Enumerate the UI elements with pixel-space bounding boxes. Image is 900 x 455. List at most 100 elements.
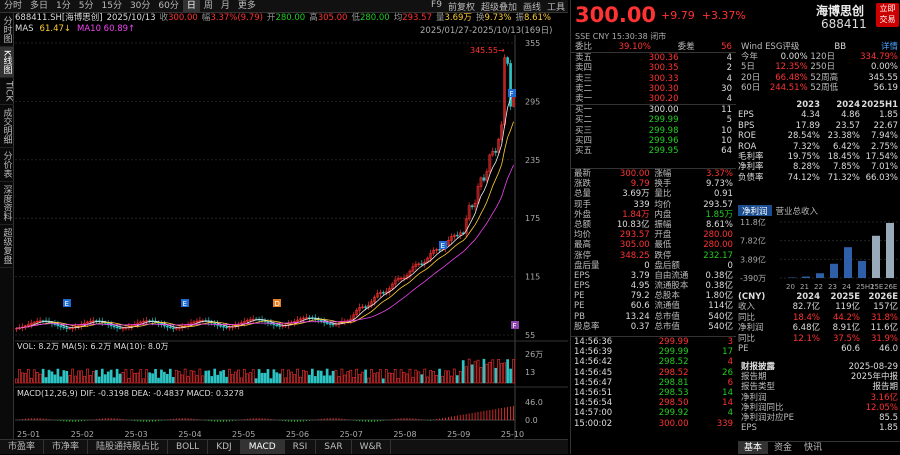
- side-tab-5[interactable]: 深度资料: [0, 182, 14, 225]
- period-tab-7[interactable]: 日: [183, 0, 200, 13]
- indicator-tab-3[interactable]: BOLL: [168, 440, 208, 454]
- toolbar-tool-2[interactable]: 超级叠加: [478, 0, 520, 13]
- stat-value: 293.57: [691, 200, 733, 210]
- return-cell: 52周高: [810, 73, 850, 83]
- candle-body: [279, 326, 281, 327]
- side-tab-1[interactable]: K线图: [0, 47, 14, 78]
- esg-detail-link[interactable]: 详情: [881, 42, 898, 52]
- indicator-tab-5[interactable]: MACD: [241, 440, 285, 454]
- volume-bar: [199, 369, 201, 383]
- period-tab-5[interactable]: 30分: [126, 0, 154, 13]
- forecast-cell: 44.2%: [820, 313, 860, 323]
- period-tab-6[interactable]: 60分: [154, 0, 182, 13]
- toolbar-tool-1[interactable]: 前复权: [445, 0, 478, 13]
- right-footer-tab-1[interactable]: 资金: [768, 442, 798, 454]
- tick-price: 298.50: [634, 398, 689, 408]
- forecast-cell: 31.9%: [860, 334, 898, 344]
- toolbar-tool-3[interactable]: 画线: [520, 0, 544, 13]
- side-tab-4[interactable]: 分价表: [0, 148, 14, 182]
- side-tab-2[interactable]: TICK: [0, 78, 14, 105]
- volume-bar: [27, 369, 29, 383]
- profit-x-tick: 25E: [870, 283, 883, 291]
- period-tab-2[interactable]: 1分: [52, 0, 75, 13]
- volume-bar: [427, 377, 429, 383]
- volume-bar: [453, 369, 455, 383]
- macd-tick: 46.0: [525, 398, 543, 407]
- event-marker-label: F: [513, 322, 517, 330]
- side-tab-3[interactable]: 成交明细: [0, 105, 14, 148]
- price-tick-label: 235: [525, 156, 540, 165]
- volume-bar: [323, 376, 325, 383]
- macd-label: MACD(12,26,9) DIF: -0.3198 DEA: -0.4837 …: [17, 389, 244, 398]
- period-tab-3[interactable]: 5分: [75, 0, 98, 13]
- volume-bar: [140, 369, 142, 383]
- volume-bar: [48, 370, 50, 383]
- period-tab-10[interactable]: 更多: [234, 0, 260, 13]
- volume-bar: [391, 373, 393, 383]
- period-tab-9[interactable]: 月: [217, 0, 234, 13]
- forecast-cell: 37.5%: [820, 334, 860, 344]
- right-footer-tab-0[interactable]: 基本: [738, 442, 768, 454]
- fund-cell: 1.85: [860, 110, 898, 120]
- volume-bar: [282, 369, 284, 383]
- report-value: 85.5: [879, 413, 898, 423]
- order-book-header-cell: 39.10%: [619, 42, 651, 52]
- toolbar-tool-0[interactable]: F9: [428, 0, 445, 13]
- fund-cell: 17.89: [780, 121, 820, 131]
- right-footer-tab-2[interactable]: 快讯: [798, 442, 828, 454]
- trade-now-button[interactable]: 立即交易: [876, 3, 899, 27]
- side-tab-0[interactable]: 分时图: [0, 13, 14, 47]
- volume-bar: [326, 369, 328, 383]
- volume-bar: [107, 372, 109, 383]
- period-tab-1[interactable]: 多日: [26, 0, 52, 13]
- indicator-tab-1[interactable]: 市净率: [44, 440, 88, 454]
- period-tab-8[interactable]: 周: [200, 0, 217, 13]
- candle-body: [365, 307, 367, 308]
- indicator-tab-0[interactable]: 市盈率: [0, 440, 44, 454]
- tick-time: 14:56:47: [574, 378, 629, 388]
- side-tab-6[interactable]: 超级复盘: [0, 225, 14, 268]
- tick-price: 298.52: [634, 368, 689, 378]
- volume-bar: [483, 359, 485, 383]
- volume-tick: 13: [525, 368, 535, 377]
- period-tab-4[interactable]: 15分: [98, 0, 126, 13]
- profit-tab-0[interactable]: 净利润: [738, 205, 772, 216]
- indicator-tab-8[interactable]: W&R: [352, 440, 391, 454]
- profit-tab-1[interactable]: 营业总收入: [772, 205, 823, 216]
- indicator-tab-2[interactable]: 陆股通持股占比: [88, 440, 168, 454]
- ma5-line: [16, 90, 513, 328]
- period-tab-0[interactable]: 分时: [0, 0, 26, 13]
- toolbar-tool-4[interactable]: 工具: [544, 0, 568, 13]
- price-change: +9.79 +3.37%: [661, 9, 746, 22]
- indicator-tab-6[interactable]: RSI: [285, 440, 317, 454]
- x-tick-label: 25-05: [232, 430, 255, 439]
- indicator-tab-4[interactable]: KDJ: [208, 440, 241, 454]
- volume-bar: [305, 372, 307, 383]
- indicator-tab-7[interactable]: SAR: [316, 440, 351, 454]
- fund-cell: 66.03%: [860, 173, 898, 183]
